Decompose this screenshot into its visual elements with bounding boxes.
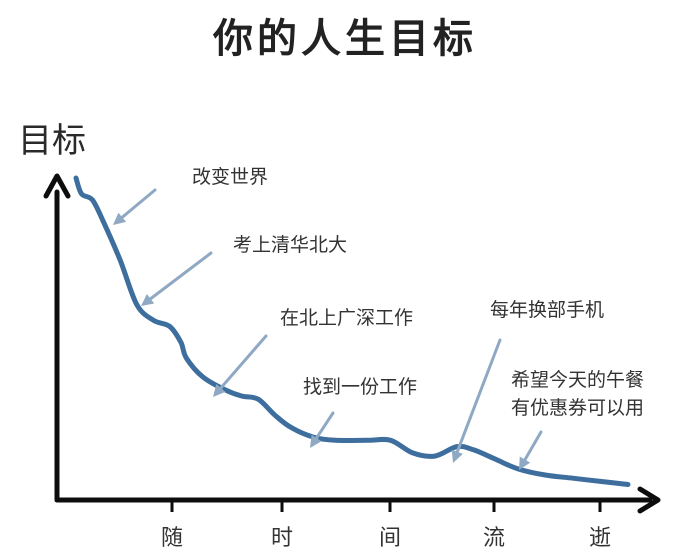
annotation: 找到一份工作 <box>303 376 417 448</box>
annotation-text: 改变世界 <box>192 166 268 188</box>
annotation-arrowhead <box>451 449 463 463</box>
y-axis-arrowhead <box>43 173 71 199</box>
annotation-text: 找到一份工作 <box>303 376 417 398</box>
x-tick-label: 时 <box>271 526 293 551</box>
chart-title: 你的人生目标 <box>212 16 477 62</box>
annotation: 考上清华北大 <box>141 234 347 306</box>
x-tick-label: 间 <box>379 526 401 551</box>
annotation-arrowhead <box>141 294 155 306</box>
annotation: 改变世界 <box>113 166 268 225</box>
y-axis-label: 目标 <box>18 121 86 161</box>
annotation-text: 希望今天的午餐 <box>511 369 644 391</box>
x-tick-label: 逝 <box>589 526 611 551</box>
goal-curve <box>73 175 631 487</box>
annotation-arrowhead <box>519 456 531 470</box>
annotation-arrow-shaft <box>455 338 502 454</box>
annotation-arrow-shaft <box>149 251 213 301</box>
annotation-text: 每年换部手机 <box>490 299 604 321</box>
annotation-arrowhead <box>213 384 226 397</box>
annotation-arrowhead <box>310 434 322 448</box>
x-tick-label: 流 <box>483 526 505 551</box>
annotation-arrow-shaft <box>120 188 157 219</box>
annotation-arrow-shaft <box>523 430 543 462</box>
annotation-arrowhead <box>113 212 127 225</box>
annotation-text: 有优惠券可以用 <box>511 397 644 419</box>
annotation-arrow-shaft <box>315 411 335 440</box>
annotation: 每年换部手机 <box>451 299 604 463</box>
annotation-text: 考上清华北大 <box>233 234 347 256</box>
annotation: 在北上广深工作 <box>213 307 413 397</box>
x-axis-ticks: 随时间流逝 <box>161 500 611 551</box>
series-layer <box>73 175 631 487</box>
x-axis-arrowhead <box>637 486 661 514</box>
x-tick-label: 随 <box>161 526 183 551</box>
annotation-text: 在北上广深工作 <box>280 307 413 329</box>
axes <box>43 173 661 514</box>
annotation-arrow-shaft <box>219 334 268 390</box>
